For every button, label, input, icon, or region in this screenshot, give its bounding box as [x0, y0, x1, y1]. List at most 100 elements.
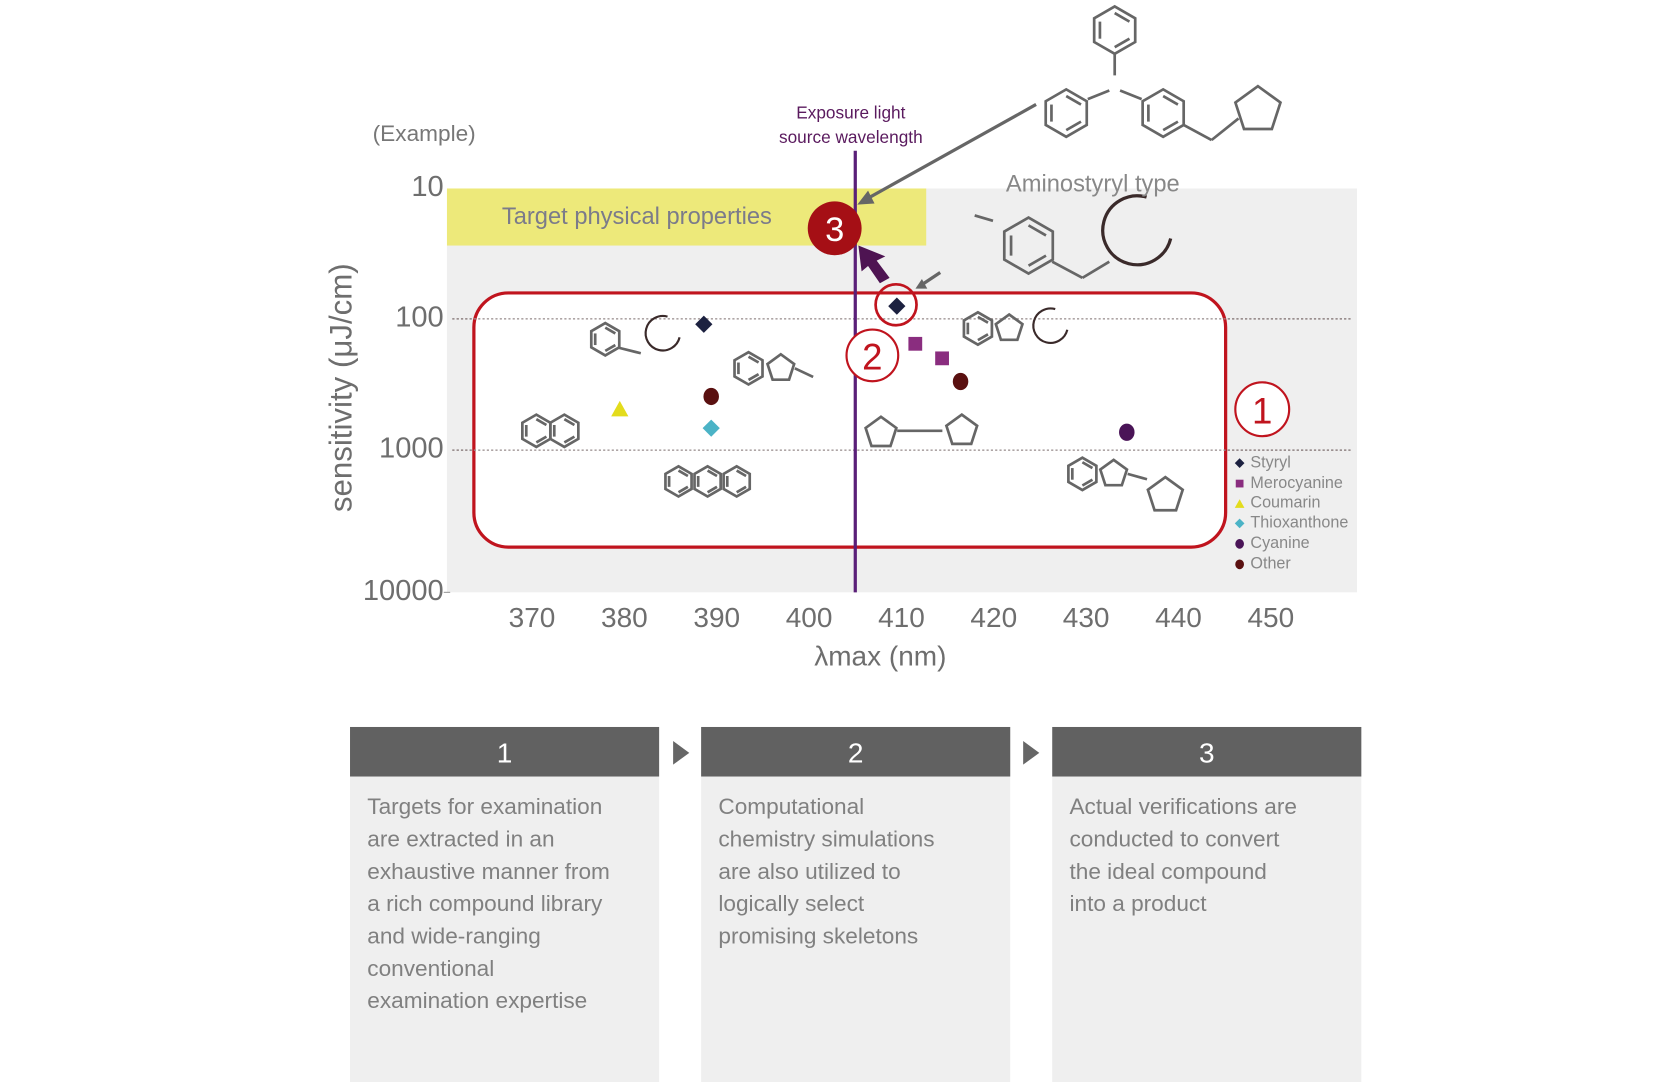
benzene-ring-icon — [1067, 456, 1098, 492]
exposure-light-label: Exposure light source wavelength — [778, 104, 923, 148]
benzene-ring-icon — [693, 464, 722, 499]
step-description: Actual verifications are conducted to co… — [1069, 794, 1297, 917]
legend-item-merocyanine: Merocyanine — [1234, 474, 1348, 494]
benzene-ring-icon — [722, 464, 752, 499]
benzene-ring-icon — [589, 321, 621, 357]
bond-line — [1182, 123, 1213, 142]
x-tick-label: 400 — [785, 600, 833, 634]
candidate-frame — [472, 291, 1228, 549]
acceptor-ring-icon — [1101, 194, 1173, 267]
x-tick-label: 370 — [508, 600, 556, 634]
legend-item-coumarin: Coumarin — [1234, 494, 1348, 514]
step-description: Targets for examination are extracted in… — [367, 794, 610, 1014]
acceptor-ring-icon — [644, 314, 681, 352]
x-tick-label: 430 — [1062, 600, 1110, 634]
pointer-arrow-structure-head — [857, 190, 875, 205]
step-card-1: 1 Targets for examination are extracted … — [350, 726, 660, 1082]
styryl-marker-icon — [1234, 458, 1245, 469]
pointer-arrow-structure — [867, 103, 1037, 200]
bond-line — [974, 214, 994, 223]
svg-text:2: 2 — [862, 336, 882, 377]
bond-line — [794, 367, 814, 379]
bond-line — [1127, 472, 1148, 481]
x-tick-label: 450 — [1247, 600, 1295, 634]
x-tick-label: 420 — [970, 600, 1018, 634]
legend-label: Coumarin — [1250, 493, 1321, 513]
thioxanthone-marker-icon — [1234, 519, 1245, 529]
target-band-label: Target physical properties — [501, 202, 772, 230]
data-point-coumarin — [611, 400, 629, 417]
step-arrow-icon — [1023, 740, 1040, 765]
bond-line — [1087, 89, 1110, 101]
chemical-structures — [521, 4, 1283, 512]
progress-arrow-icon — [858, 245, 890, 284]
cyanine-marker-icon — [1235, 539, 1244, 549]
step-marker-2: 2 — [845, 328, 900, 383]
step-description: Computational chemistry simulations are … — [718, 794, 935, 949]
five-ring-icon — [944, 412, 979, 446]
legend-item-styryl: Styryl — [1234, 453, 1348, 473]
bond-line — [1081, 260, 1111, 280]
aminostyryl-caption: Aminostyryl type — [1005, 170, 1180, 198]
step-number: 2 — [701, 726, 1011, 777]
bond-line — [1119, 89, 1143, 101]
data-point-other — [703, 387, 719, 406]
five-ring-icon — [864, 415, 898, 448]
x-tick-label: 380 — [601, 600, 648, 634]
y-tick-label: 10 — [411, 170, 444, 203]
five-ring-icon — [1098, 458, 1129, 487]
legend: Styryl Merocyanine Coumarin Thioxanthone Cya… — [1234, 453, 1348, 574]
benzene-ring-icon — [733, 350, 764, 387]
legend-label: Styryl — [1250, 453, 1291, 472]
five-ring-icon — [1233, 84, 1283, 131]
five-ring-icon — [1146, 475, 1185, 512]
x-axis-label: λmax (nm) — [814, 639, 947, 673]
bond-line — [618, 346, 642, 355]
benzene-ring-icon — [1092, 4, 1137, 56]
x-tick-label: 410 — [878, 600, 925, 634]
example-label: (Example) — [372, 121, 476, 147]
benzene-ring-icon — [1141, 87, 1186, 139]
benzene-ring-icon — [664, 464, 693, 499]
legend-label: Thioxanthone — [1250, 513, 1349, 533]
acceptor-ring-icon — [1032, 307, 1069, 344]
legend-label: Merocyanine — [1250, 473, 1343, 492]
x-tick-label: 390 — [693, 600, 741, 634]
y-tick-label: 100 — [395, 300, 444, 333]
benzene-ring-icon — [549, 413, 580, 449]
other-marker-icon — [1235, 559, 1244, 570]
step-arrow-icon — [673, 740, 690, 765]
benzene-ring-icon — [962, 310, 994, 347]
benzene-ring-icon — [1002, 215, 1055, 276]
five-ring-icon — [994, 312, 1025, 342]
data-point-merocyanine — [935, 351, 949, 366]
y-tick-label: 10000 — [362, 574, 444, 607]
step-number: 3 — [1052, 726, 1362, 777]
step-marker-1: 1 — [1234, 381, 1291, 438]
step-marker-3: 3 — [807, 201, 862, 256]
step-card-3: 3 Actual verifications are conducted to … — [1052, 726, 1362, 1082]
svg-text:1: 1 — [1252, 390, 1272, 431]
legend-item-cyanine: Cyanine — [1234, 534, 1348, 554]
data-point-merocyanine — [908, 336, 923, 351]
data-point-cyanine — [1119, 423, 1135, 441]
benzene-ring-icon — [1044, 87, 1089, 139]
selected-point-ring — [874, 282, 918, 327]
scatter-chart: 3 2 1 — [443, 4, 1358, 593]
step-number: 1 — [350, 726, 660, 777]
data-point-other — [952, 372, 969, 391]
five-ring-icon — [765, 352, 796, 382]
bond-line — [1051, 260, 1084, 280]
x-tick-label: 440 — [1155, 600, 1202, 634]
legend-label: Other — [1250, 554, 1291, 573]
step-card-2: 2 Computational chemistry simulations ar… — [701, 726, 1011, 1082]
svg-text:3: 3 — [825, 211, 844, 249]
legend-item-other: Other — [1234, 554, 1348, 574]
coumarin-marker-icon — [1234, 498, 1245, 508]
bond-line — [1210, 117, 1240, 142]
pointer-arrow-small-head — [915, 278, 928, 289]
y-tick-label: 1000 — [379, 431, 444, 465]
merocyanine-marker-icon — [1235, 479, 1244, 488]
legend-label: Cyanine — [1250, 533, 1310, 553]
